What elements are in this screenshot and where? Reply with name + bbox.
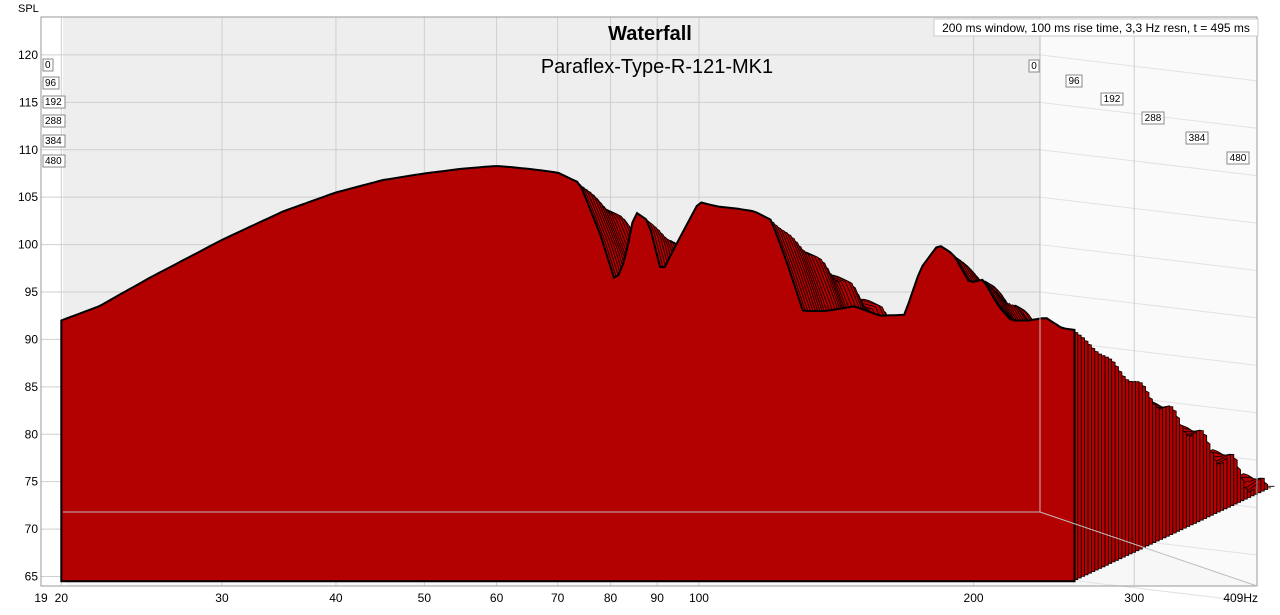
- x-tick-label: 40: [329, 591, 343, 605]
- x-tick-label: 60: [490, 591, 504, 605]
- waterfall-surface: [60, 165, 1275, 583]
- waterfall-front-slice: [60, 165, 1076, 583]
- time-label-box-left: [42, 58, 54, 72]
- info-box: [933, 18, 1259, 37]
- y-tick-label: 100: [18, 238, 38, 252]
- chart-subtitle: Paraflex-Type-R-121-MK1: [541, 56, 773, 78]
- x-tick-label: 90: [651, 591, 665, 605]
- y-tick-label: 65: [25, 570, 39, 584]
- time-label-left: 192: [45, 97, 62, 108]
- chart-title: Waterfall: [608, 23, 692, 45]
- grid-line-side: [1039, 149, 1258, 177]
- time-label-right: 480: [1230, 153, 1247, 164]
- time-label-box-left: [42, 114, 66, 128]
- x-tick-label: 409Hz: [1223, 591, 1258, 605]
- grid-line-side: [1039, 291, 1258, 319]
- x-tick-label: 50: [418, 591, 432, 605]
- time-label-left: 288: [45, 116, 62, 127]
- time-label-right: 192: [1104, 94, 1121, 105]
- time-label-box-right: [1065, 74, 1083, 88]
- time-label-left: 96: [45, 78, 57, 89]
- y-tick-label: 70: [25, 522, 39, 536]
- y-tick-label: 75: [25, 475, 39, 489]
- grid-line-side: [1039, 244, 1258, 271]
- time-label-box-left: [42, 154, 66, 168]
- time-label-box-right: [1028, 59, 1040, 73]
- grid-line-side: [1039, 196, 1258, 224]
- y-tick-label: 80: [25, 427, 39, 441]
- time-label-left: 384: [45, 136, 62, 147]
- y-tick-label: 95: [25, 285, 39, 299]
- time-label-right: 0: [1031, 61, 1037, 72]
- time-label-box-right: [1185, 131, 1209, 145]
- x-tick-label: 20: [55, 591, 69, 605]
- time-label-box-right: [1141, 111, 1165, 125]
- y-tick-label: 120: [18, 48, 38, 62]
- y-tick-label: 90: [25, 332, 39, 346]
- info-text: 200 ms window, 100 ms rise time, 3,3 Hz …: [942, 21, 1250, 35]
- grid-line-side: [1039, 576, 1258, 603]
- x-tick-label: 30: [215, 591, 229, 605]
- box-edge: [1039, 511, 1258, 587]
- time-label-right: 96: [1068, 76, 1080, 87]
- y-tick-label: 85: [25, 380, 39, 394]
- x-tick-label: 19: [34, 591, 48, 605]
- time-label-left: 0: [45, 60, 51, 71]
- y-tick-label: 110: [19, 143, 38, 157]
- time-label-box-right: [1100, 92, 1124, 106]
- time-label-box-right: [1226, 151, 1250, 165]
- time-label-right: 384: [1189, 133, 1206, 144]
- x-tick-label: 200: [964, 591, 984, 605]
- y-axis-label: SPL: [18, 3, 39, 15]
- x-tick-label: 70: [551, 591, 565, 605]
- time-label-left: 480: [45, 156, 62, 167]
- y-tick-label: 115: [19, 95, 38, 109]
- grid-line-side: [1039, 54, 1258, 82]
- time-label-right: 288: [1145, 113, 1162, 124]
- x-tick-label: 100: [689, 591, 709, 605]
- time-label-box-left: [42, 76, 60, 90]
- x-tick-label: 300: [1124, 591, 1144, 605]
- time-label-box-left: [42, 134, 66, 148]
- plot-frame: [40, 16, 1258, 587]
- time-label-box-left: [42, 95, 66, 109]
- x-tick-label: 80: [604, 591, 618, 605]
- y-tick-label: 105: [18, 190, 38, 204]
